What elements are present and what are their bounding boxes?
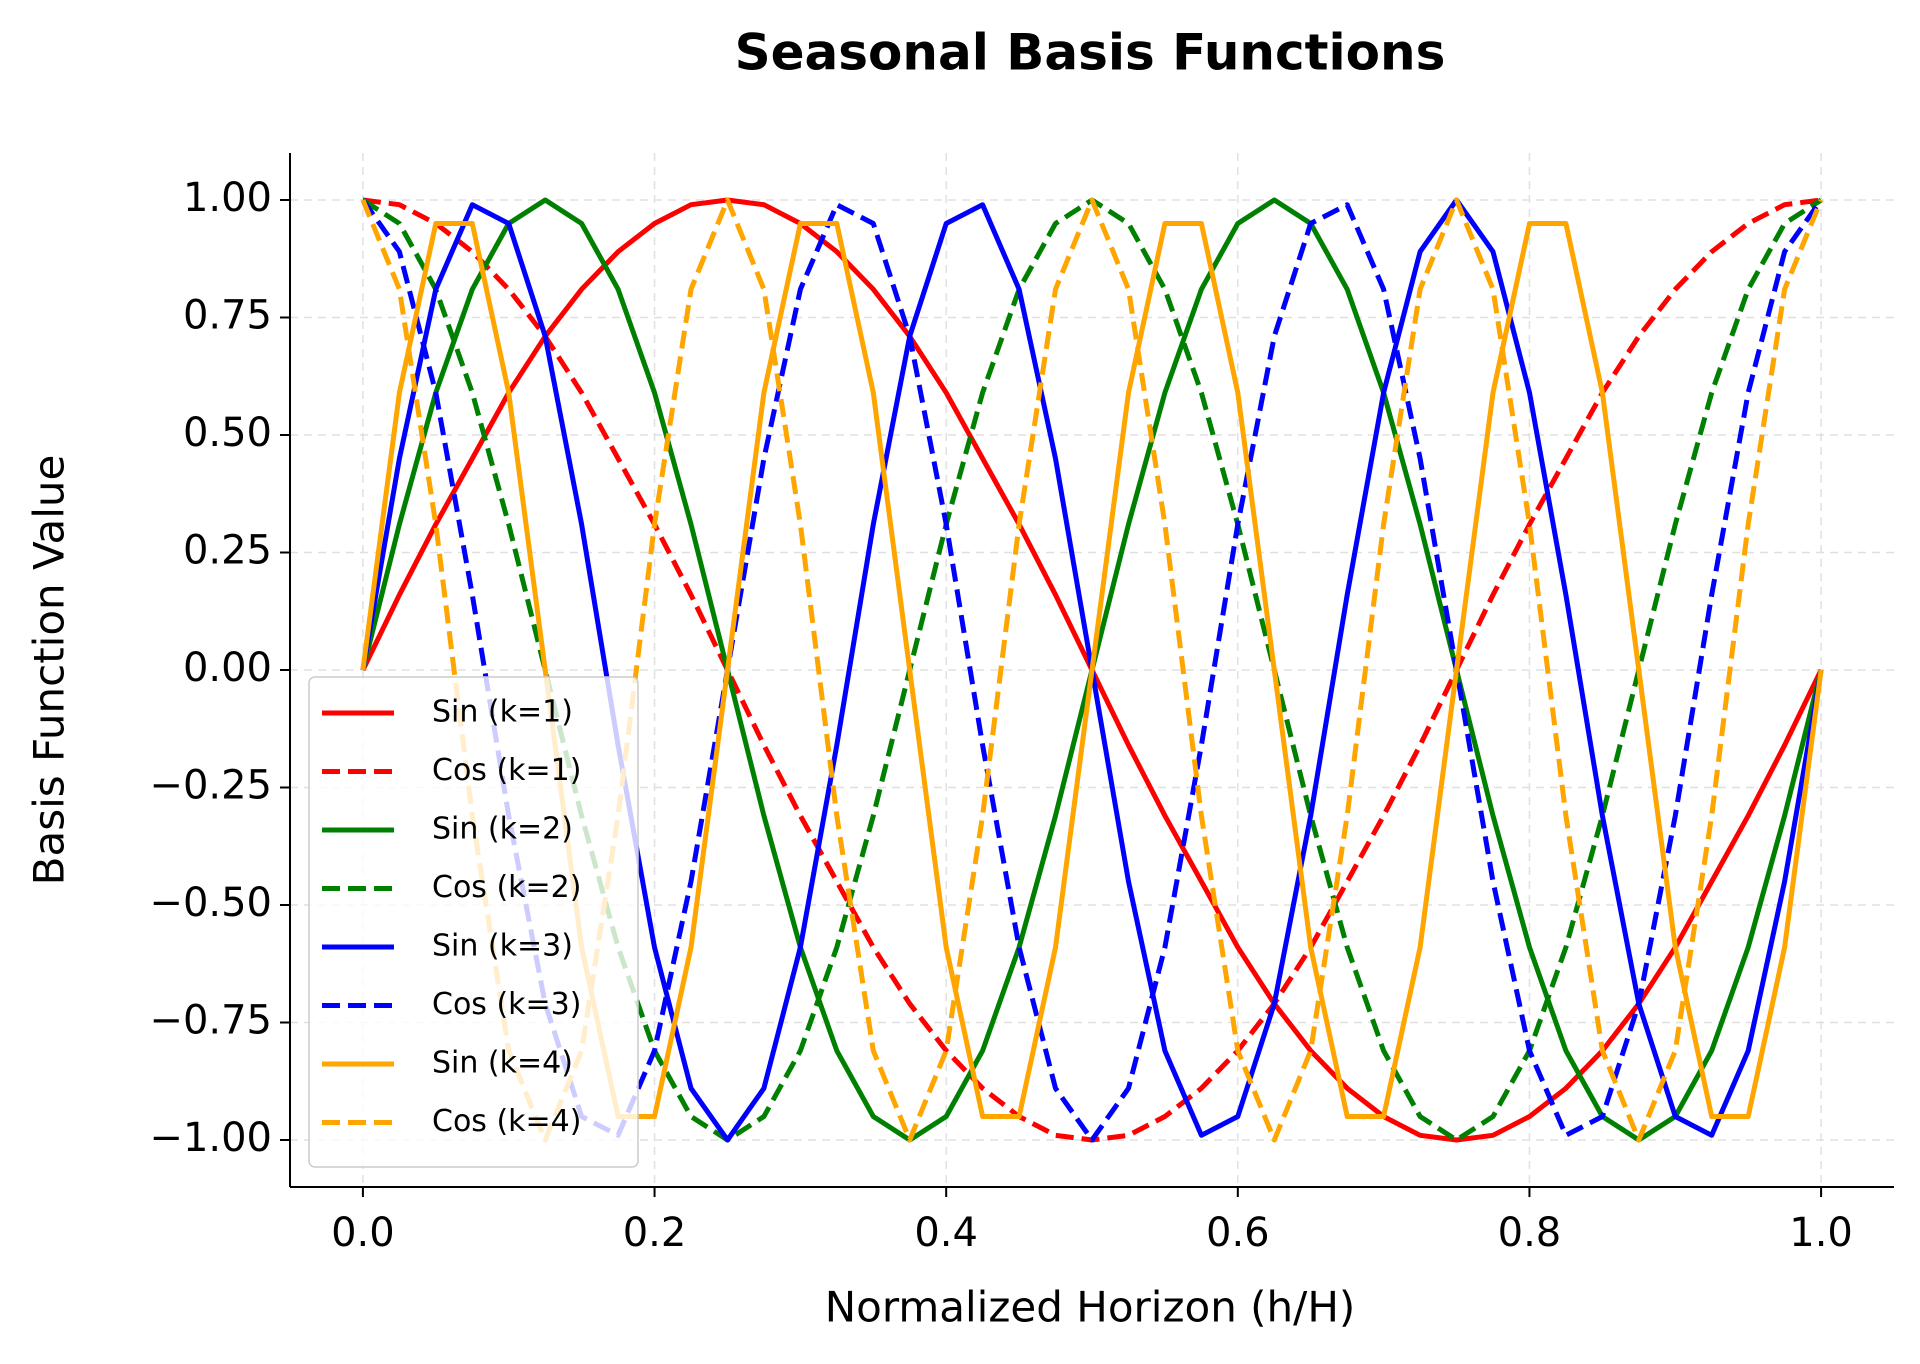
series-line — [360, 197, 1824, 1143]
legend-label: Cos (k=4) — [432, 1104, 581, 1139]
y-tick-label: −1.00 — [149, 1115, 272, 1161]
legend-label: Cos (k=3) — [432, 987, 581, 1022]
x-tick-label: 0.6 — [1206, 1210, 1270, 1256]
y-tick-label: 0.00 — [183, 645, 272, 691]
x-tick-label: 0.4 — [914, 1210, 978, 1256]
legend-label: Sin (k=4) — [432, 1046, 573, 1081]
legend-label: Sin (k=3) — [432, 929, 573, 964]
legend: Sin (k=1) Cos (k=1) Sin (k=2) Cos (k=2) Sin … — [308, 676, 639, 1168]
x-tick-label: 1.0 — [1789, 1210, 1853, 1256]
y-tick-label: 1.00 — [183, 175, 272, 221]
x-axis-label: Normalized Horizon (h/H) — [825, 1283, 1356, 1332]
legend-box — [308, 676, 639, 1168]
legend-label: Cos (k=1) — [432, 753, 581, 788]
legend-label: Cos (k=2) — [432, 870, 581, 905]
y-tick-label: −0.50 — [149, 880, 272, 926]
y-tick-label: −0.25 — [149, 763, 272, 809]
legend-label: Sin (k=1) — [432, 695, 573, 730]
chart-title: Seasonal Basis Functions — [735, 24, 1446, 82]
x-tick-label: 0.2 — [623, 1210, 687, 1256]
y-tick-label: 0.75 — [183, 293, 272, 339]
x-tick-label: 0.0 — [331, 1210, 395, 1256]
y-tick-label: −0.75 — [149, 998, 272, 1044]
x-tick-label: 0.8 — [1498, 1210, 1562, 1256]
y-axis-label: Basis Function Value — [25, 455, 74, 886]
y-tick-label: 0.25 — [183, 528, 272, 574]
y-tick-label: 0.50 — [183, 410, 272, 456]
legend-label: Sin (k=2) — [432, 812, 573, 847]
